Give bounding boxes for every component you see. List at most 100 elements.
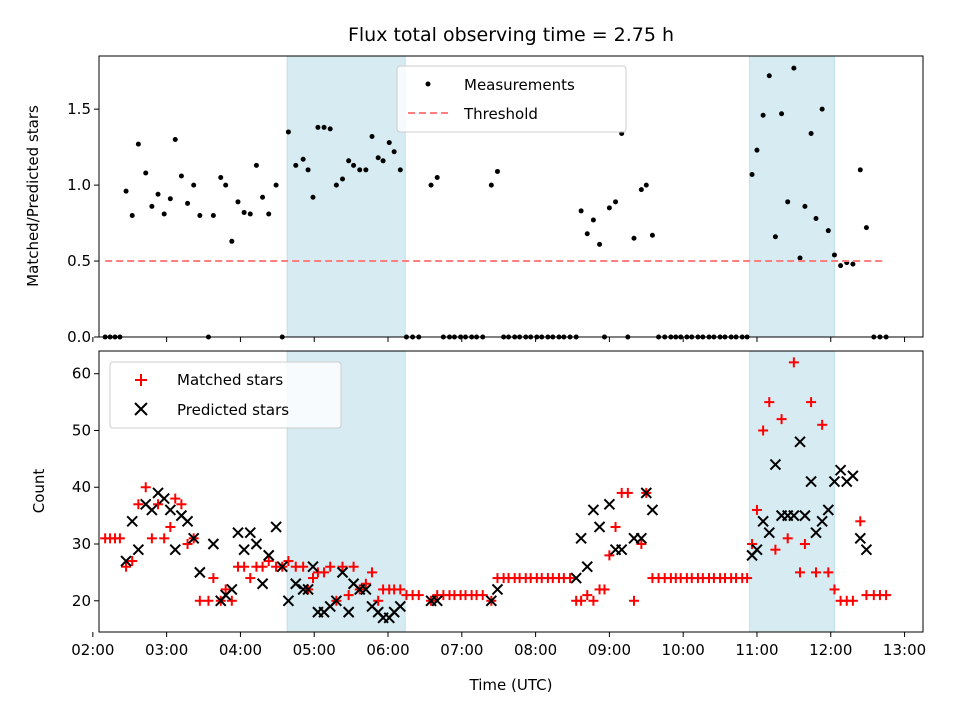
matched-stars-point bbox=[146, 533, 157, 544]
predicted-stars-point bbox=[226, 583, 238, 596]
y-tick-label: 0.0 bbox=[67, 328, 91, 346]
measurement-point bbox=[386, 140, 392, 146]
matched-stars-point bbox=[604, 550, 615, 561]
axes-frame bbox=[98, 350, 924, 633]
measurement-point bbox=[315, 124, 321, 130]
predicted-x-b bbox=[342, 606, 355, 618]
predicted-stars-point bbox=[769, 458, 782, 471]
predicted-stars-point bbox=[575, 532, 587, 545]
predicted-stars-point bbox=[794, 436, 806, 448]
measurement-point bbox=[293, 162, 299, 168]
predicted-stars-point bbox=[635, 532, 648, 545]
matched-stars-point bbox=[263, 556, 274, 567]
predicted-x-b bbox=[360, 583, 372, 596]
predicted-x-b bbox=[181, 515, 194, 528]
matched-stars-point bbox=[776, 414, 787, 425]
matched-stars-point bbox=[140, 482, 151, 493]
predicted-x-b bbox=[120, 555, 132, 567]
measurement-point bbox=[760, 112, 766, 118]
measurement-point bbox=[129, 212, 135, 218]
predicted-stars-point bbox=[603, 498, 616, 510]
measurement-point bbox=[218, 175, 224, 181]
predicted-x-b bbox=[635, 532, 648, 545]
x-tick-label: 03:00 bbox=[145, 641, 188, 659]
predicted-stars-point bbox=[751, 543, 763, 556]
bottom-legend-box bbox=[109, 361, 342, 429]
matched-stars-point bbox=[114, 533, 125, 544]
top-legend-box bbox=[396, 65, 627, 133]
predicted-legend-marker bbox=[134, 402, 148, 416]
predicted-stars-point bbox=[757, 515, 769, 528]
matched-stars-point bbox=[610, 521, 621, 532]
matched-stars-point bbox=[121, 561, 132, 572]
shaded-interval-0 bbox=[286, 55, 406, 338]
bottom-legend: Matched stars Predicted stars bbox=[109, 361, 342, 429]
bottom-panel: 20 30 40 50 60 02:00 03:00 04:00 05:00 06:00 07:00… bbox=[71, 350, 926, 659]
predicted-stars-point bbox=[615, 543, 628, 556]
legend-measurements: Measurements bbox=[464, 76, 575, 94]
predicted-x-b bbox=[816, 515, 828, 528]
matched-stars-point bbox=[764, 397, 775, 408]
shaded-interval-1 bbox=[749, 55, 835, 338]
measurement-point bbox=[305, 167, 311, 173]
measurement-point bbox=[346, 158, 352, 164]
x-tick-label: 05:00 bbox=[293, 641, 336, 659]
predicted-stars-point bbox=[126, 515, 138, 528]
predicted-x-b bbox=[431, 595, 443, 607]
measurement-point bbox=[779, 111, 785, 117]
matched-stars-point bbox=[395, 584, 406, 595]
matched-stars-point bbox=[165, 521, 176, 532]
measurement-point bbox=[253, 162, 259, 168]
measurement-point bbox=[857, 167, 863, 173]
measurement-point bbox=[802, 203, 808, 209]
predicted-stars-point bbox=[256, 578, 269, 590]
legend-threshold: Threshold bbox=[463, 105, 538, 123]
matched-stars-point bbox=[307, 573, 318, 584]
measurement-point bbox=[797, 255, 803, 261]
x-tick-label: 04:00 bbox=[219, 641, 262, 659]
matched-stars-point bbox=[636, 539, 647, 550]
measurement-point bbox=[613, 199, 619, 205]
predicted-stars-point bbox=[581, 561, 593, 573]
top-panel: 0.0 0.5 1.0 1.5 bbox=[67, 55, 924, 346]
measurement-point bbox=[241, 209, 247, 215]
measurement-point bbox=[351, 162, 357, 168]
measurement-point bbox=[197, 212, 203, 218]
predicted-stars-point bbox=[263, 549, 275, 562]
matched-stars-point bbox=[795, 567, 806, 578]
legend-predicted-stars: Predicted stars bbox=[177, 401, 289, 419]
predicted-x-b bbox=[485, 595, 498, 607]
measurement-point bbox=[340, 176, 346, 182]
measurement-point bbox=[649, 232, 655, 238]
y-tick-label: 30 bbox=[72, 535, 91, 553]
predicted-stars-point bbox=[232, 526, 244, 539]
measurement-point bbox=[229, 238, 235, 244]
x-tick-label: 07:00 bbox=[440, 641, 483, 659]
measurement-point bbox=[172, 137, 178, 143]
predicted-x-b bbox=[834, 464, 847, 476]
predicted-x-b bbox=[366, 600, 378, 613]
predicted-x-b bbox=[491, 583, 504, 596]
measurement-point bbox=[260, 194, 266, 200]
predicted-x-b bbox=[593, 521, 606, 533]
matched-stars-point bbox=[799, 539, 810, 550]
shaded-interval-1 bbox=[749, 350, 835, 633]
predicted-x-b bbox=[810, 526, 822, 539]
predicted-stars-point bbox=[394, 600, 407, 613]
top-chart-title: Flux total observing time = 2.75 h bbox=[348, 24, 674, 46]
predicted-stars-point bbox=[276, 561, 288, 573]
matched-stars-point bbox=[628, 595, 639, 606]
predicted-x-b bbox=[302, 583, 314, 596]
predicted-stars-point bbox=[805, 475, 817, 488]
measurement-point bbox=[223, 182, 229, 188]
predicted-stars-point bbox=[187, 532, 200, 545]
predicted-stars-point bbox=[360, 583, 372, 596]
predicted-stars-point bbox=[485, 595, 498, 607]
x-tick-label: 08:00 bbox=[514, 641, 557, 659]
predicted-stars-point bbox=[431, 595, 443, 607]
predicted-x-b bbox=[207, 538, 220, 550]
predicted-stars-point bbox=[297, 583, 309, 596]
measurement-point bbox=[178, 173, 184, 179]
measurement-point bbox=[578, 208, 584, 214]
